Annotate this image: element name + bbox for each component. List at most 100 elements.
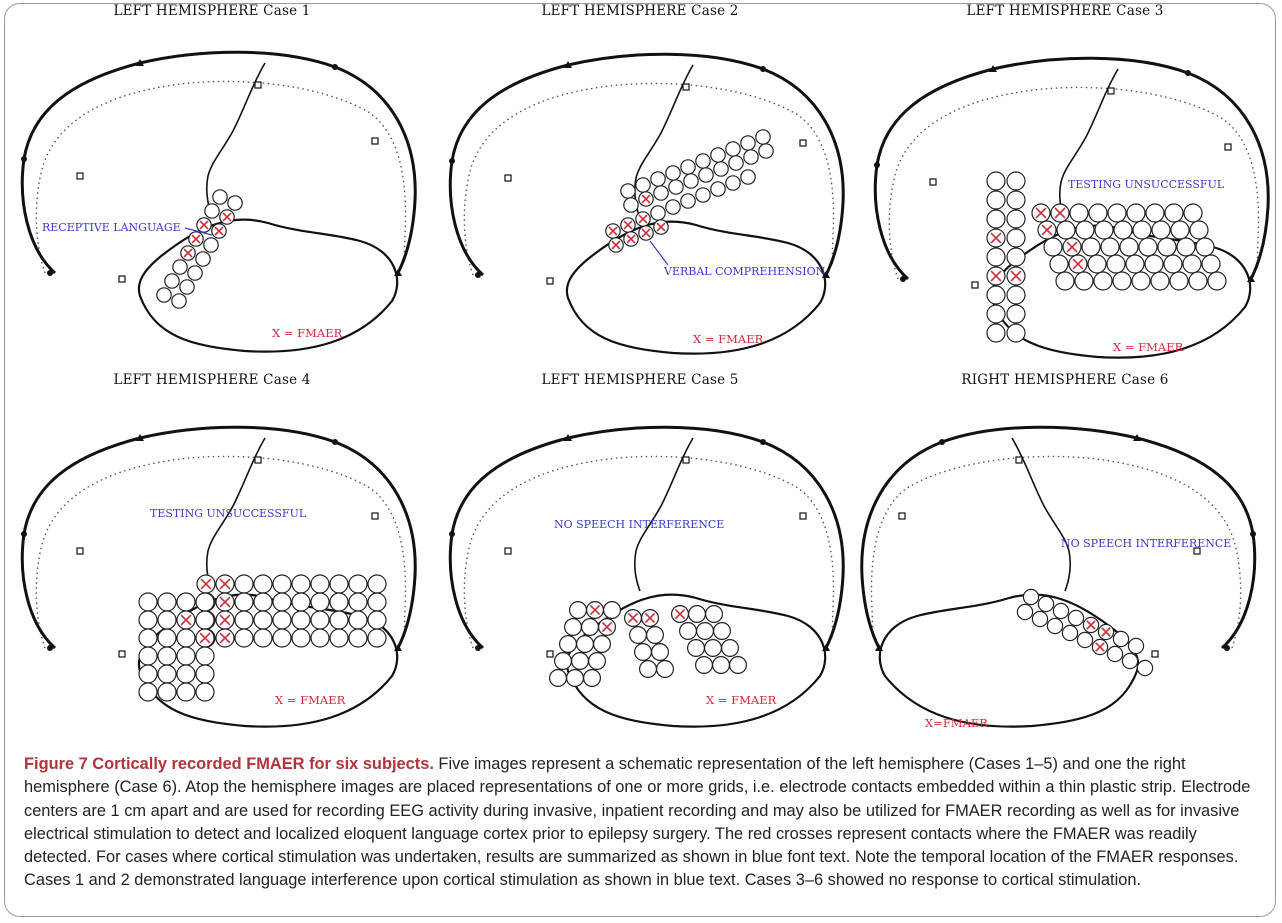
- electrode-contact: [1006, 247, 1026, 267]
- electrode-contact: [1006, 190, 1026, 210]
- electrode-contact: [1144, 254, 1164, 274]
- hemisphere-diagram: NO SPEECH INTERFERENCE X = FMAER: [448, 425, 845, 728]
- electrode-contact: [688, 605, 707, 624]
- electrode-contact: [646, 626, 665, 645]
- electrode-contact: [138, 664, 158, 684]
- electrode-contact: [227, 195, 243, 211]
- electrode-contact: [138, 628, 158, 648]
- hemisphere-diagram: TESTING UNSUCCESSFUL X = FMAER: [20, 425, 417, 728]
- electrode-grid: [986, 171, 1227, 343]
- brain-outline: [860, 425, 1257, 728]
- fmaer-contact: [620, 217, 636, 233]
- electrode-contact: [1169, 271, 1189, 291]
- electrode-grid: [138, 574, 387, 702]
- electrode-contact: [668, 179, 684, 195]
- electrode-contact: [710, 147, 726, 163]
- electrode-contact: [234, 628, 254, 648]
- electrode-contact: [348, 628, 368, 648]
- fmaer-contact: [605, 223, 621, 239]
- fmaer-contact: [1031, 203, 1051, 223]
- hemisphere-diagram: RECEPTIVE LANGUAGE X = FMAER: [20, 50, 417, 353]
- hemisphere-diagram: TESTING UNSUCCESSFUL X = FMAER: [873, 56, 1270, 359]
- electrode-contact: [1136, 659, 1154, 677]
- brain-outline: [448, 52, 845, 355]
- electrode-contact: [138, 610, 158, 630]
- fmaer-contact: [1068, 254, 1088, 274]
- electrode-contact: [1037, 595, 1055, 613]
- fmaer-legend: X = FMAER: [275, 693, 346, 707]
- caption-label: Figure 7 Cortically recorded FMAER for s…: [24, 755, 434, 773]
- electrode-contact: [1189, 220, 1209, 240]
- electrode-contact: [348, 592, 368, 612]
- electrode-contact: [1113, 220, 1133, 240]
- electrode-contact: [680, 193, 696, 209]
- electrode-contact: [176, 664, 196, 684]
- electrode-contact: [1075, 220, 1095, 240]
- electrode-contact: [986, 209, 1006, 229]
- electrode-contact: [1056, 220, 1076, 240]
- electrode-contact: [553, 652, 572, 671]
- panel-title: LEFT HEMISPHERE Case 2: [541, 3, 739, 19]
- figure-frame: [4, 3, 1276, 917]
- electrode-contact: [1061, 624, 1079, 642]
- fmaer-legend: X = FMAER: [1113, 340, 1184, 354]
- electrode-contact: [138, 592, 158, 612]
- electrode-contact: [1106, 254, 1126, 274]
- electrode-contact: [329, 610, 349, 630]
- fmaer-contact: [653, 219, 669, 235]
- electrode-contact: [1125, 254, 1145, 274]
- fmaer-contact: [1037, 220, 1057, 240]
- electrode-contact: [291, 574, 311, 594]
- electrode-contact: [1031, 610, 1049, 628]
- fmaer-contact: [986, 266, 1006, 286]
- note-leader-line: [184, 227, 213, 236]
- electrode-contact: [164, 273, 180, 289]
- electrode-contact: [348, 610, 368, 630]
- stimulation-note: VERBAL COMPREHENSION: [663, 265, 826, 278]
- electrode-contact: [650, 171, 666, 187]
- brain-outline: [873, 56, 1270, 359]
- electrode-contact: [569, 601, 588, 620]
- electrode-contact: [651, 643, 670, 662]
- electrode-contact: [1006, 209, 1026, 229]
- fmaer-contact: [986, 228, 1006, 248]
- fmaer-legend: X = FMAER: [693, 332, 764, 346]
- electrode-contact: [740, 135, 756, 151]
- electrode-contact: [1170, 220, 1190, 240]
- electrode-grid: [156, 189, 243, 309]
- electrode-contact: [156, 287, 172, 303]
- electrode-contact: [1046, 617, 1064, 635]
- electrode-contact: [310, 592, 330, 612]
- electrode-contact: [1188, 271, 1208, 291]
- electrode-contact: [713, 161, 729, 177]
- panel-case-1: LEFT HEMISPHERE Case 1 RECEPTIVE LANGUAG…: [0, 3, 424, 373]
- electrode-contact: [680, 159, 696, 175]
- electrode-contact: [195, 592, 215, 612]
- electrode-contact: [195, 664, 215, 684]
- electrode-grid: [605, 129, 774, 253]
- electrode-contact: [1006, 323, 1026, 343]
- fmaer-contact: [180, 245, 196, 261]
- fmaer-contact: [176, 610, 196, 630]
- fmaer-contact: [623, 231, 639, 247]
- electrode-contact: [623, 197, 639, 213]
- electrode-contact: [272, 574, 292, 594]
- electrode-contact: [1074, 271, 1094, 291]
- electrode-contact: [986, 171, 1006, 191]
- electrode-contact: [665, 199, 681, 215]
- electrode-contact: [725, 175, 741, 191]
- fmaer-contact: [215, 592, 235, 612]
- electrode-contact: [588, 652, 607, 671]
- fmaer-contact: [215, 610, 235, 630]
- caption-text: Five images represent a schematic repres…: [24, 755, 1251, 890]
- electrode-contact: [1006, 304, 1026, 324]
- fmaer-contact: [1006, 266, 1026, 286]
- fmaer-contact: [641, 609, 660, 628]
- fmaer-legend: X = FMAER: [272, 326, 343, 340]
- electrode-contact: [635, 177, 651, 193]
- fmaer-contact: [624, 609, 643, 628]
- stimulation-note: NO SPEECH INTERFERENCE: [1061, 537, 1231, 550]
- electrode-contact: [367, 592, 387, 612]
- electrode-contact: [713, 622, 732, 641]
- electrode-contact: [1006, 285, 1026, 305]
